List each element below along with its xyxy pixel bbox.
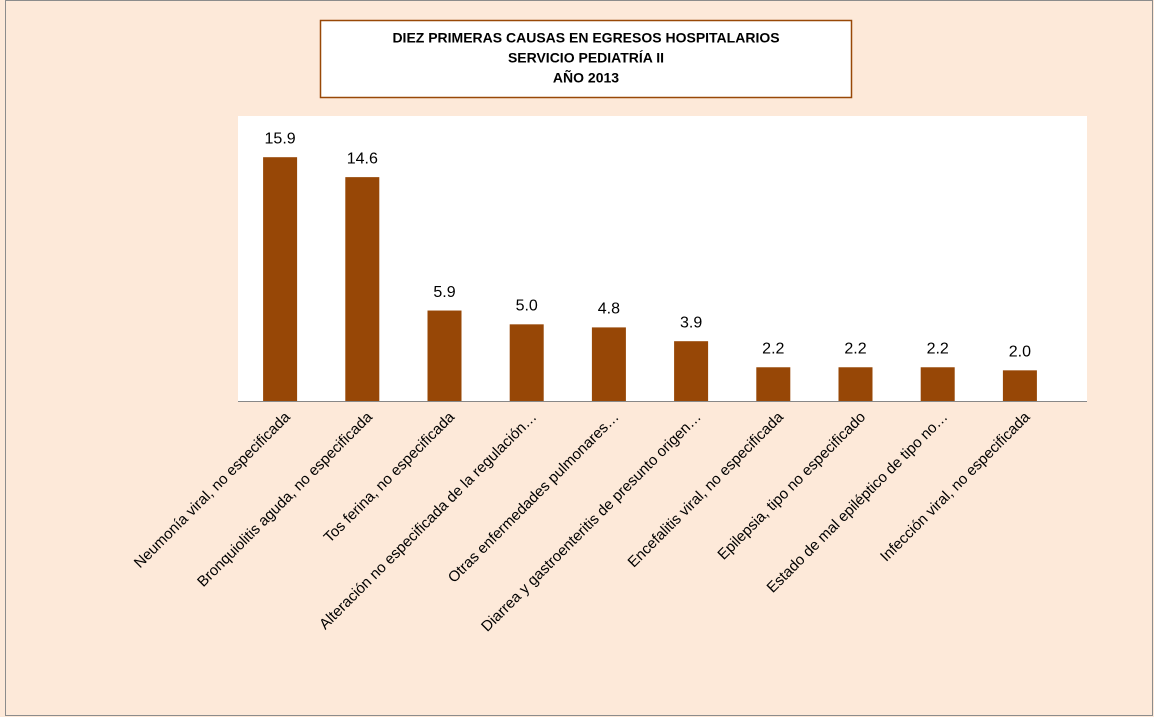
chart-title: DIEZ PRIMERAS CAUSAS EN EGRESOS HOSPITAL… <box>392 30 779 46</box>
value-label: 2.0 <box>1009 344 1031 361</box>
bar <box>427 310 462 401</box>
bar <box>263 157 298 401</box>
value-label: 3.9 <box>680 314 702 331</box>
value-label: 5.9 <box>433 284 455 301</box>
chart-title: SERVICIO PEDIATRÍA II <box>508 50 664 66</box>
value-label: 5.0 <box>516 298 538 315</box>
bar <box>920 367 955 401</box>
bar <box>509 324 544 401</box>
value-label: 2.2 <box>762 340 784 357</box>
bar <box>756 367 791 401</box>
bar <box>1002 370 1037 401</box>
chart-title: AÑO 2013 <box>553 69 619 86</box>
value-label: 2.2 <box>844 340 866 357</box>
value-label: 14.6 <box>347 150 378 167</box>
title-box <box>319 19 853 99</box>
frame <box>5 0 1153 716</box>
value-label: 2.2 <box>927 340 949 357</box>
bar <box>591 327 626 401</box>
value-label: 4.8 <box>598 301 620 318</box>
bar <box>345 177 380 401</box>
value-label: 15.9 <box>265 130 296 147</box>
plot-area <box>238 116 1087 402</box>
bar <box>838 367 873 401</box>
bar <box>674 341 709 401</box>
